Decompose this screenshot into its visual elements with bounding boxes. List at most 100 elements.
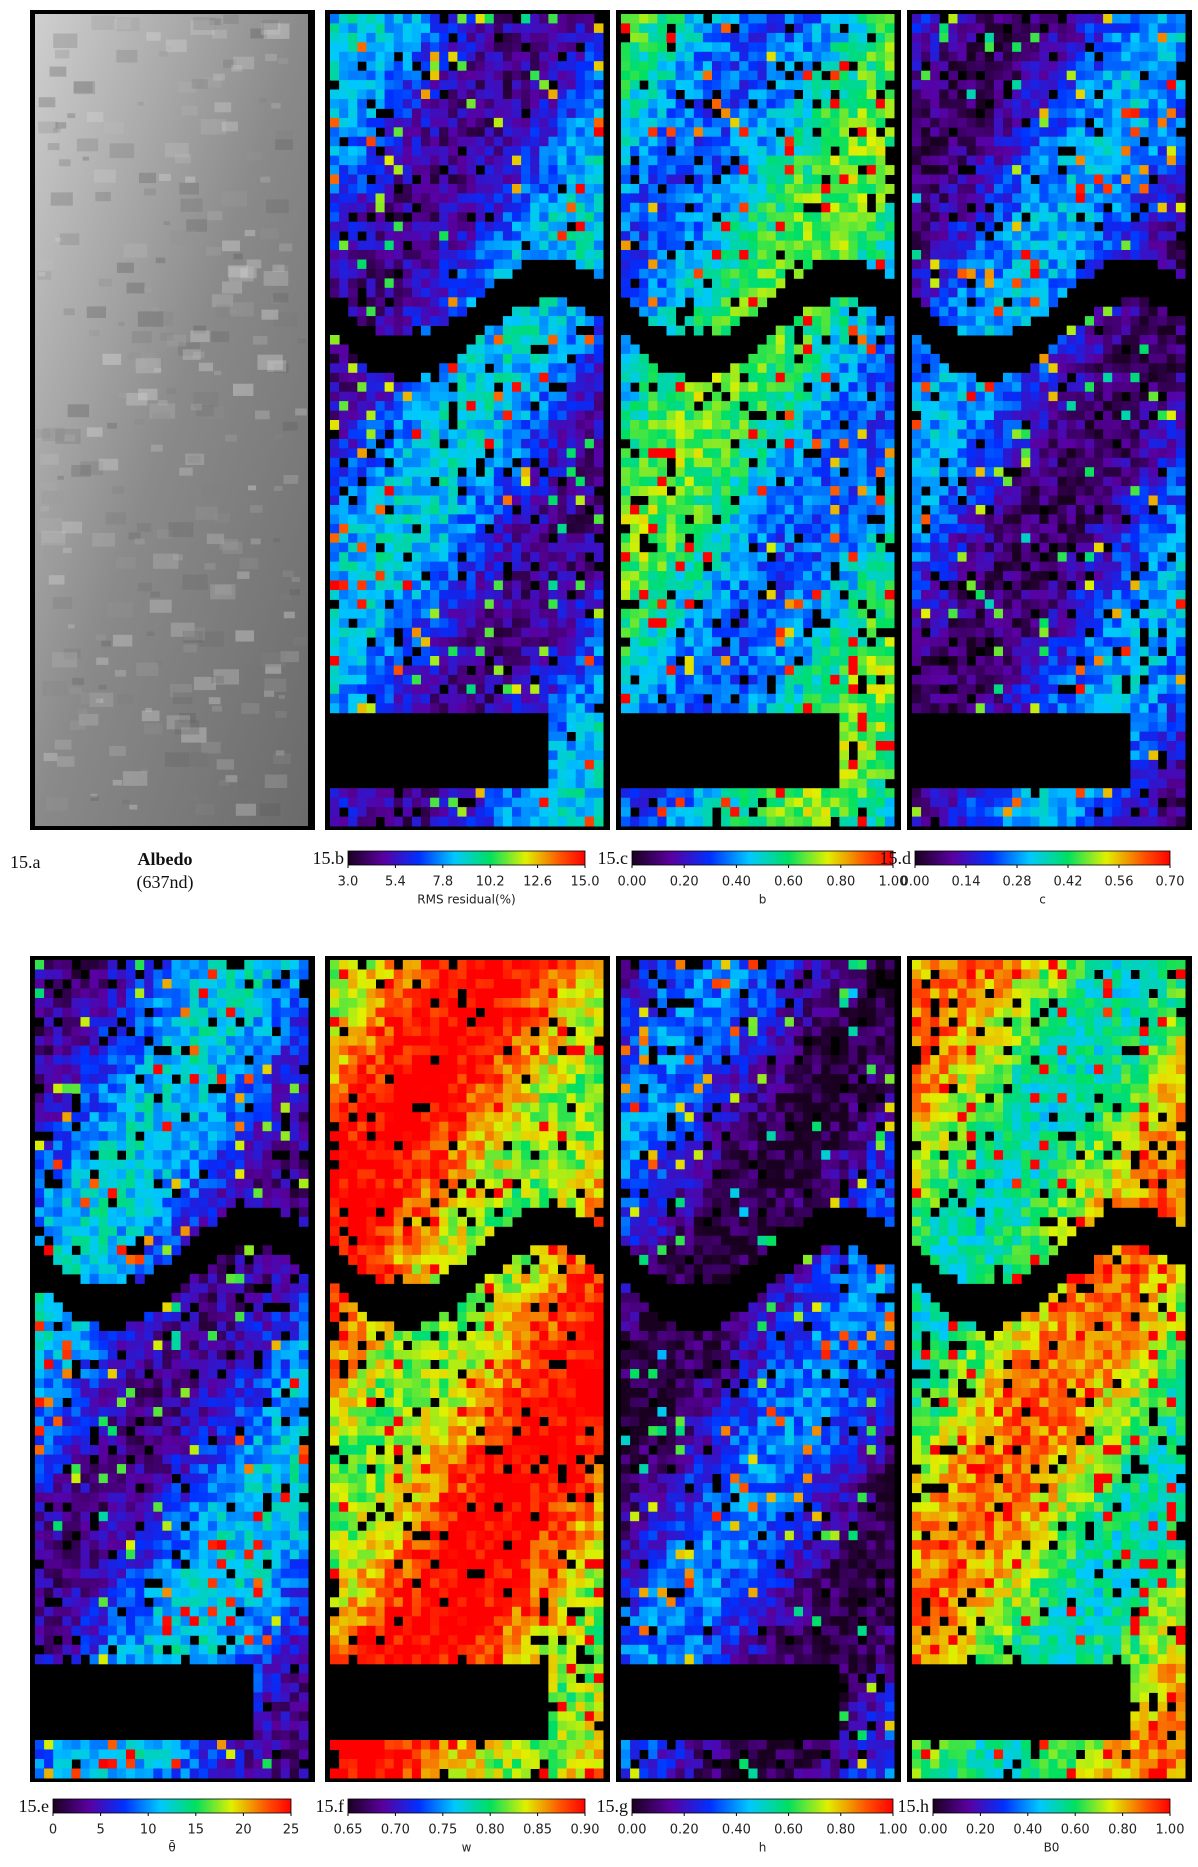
map-cell xyxy=(776,269,786,279)
map-cell xyxy=(739,486,749,496)
map-cell xyxy=(585,514,595,524)
map-cell xyxy=(639,505,649,515)
map-cell xyxy=(776,571,786,581)
albedo-texture xyxy=(266,199,289,213)
map-cell xyxy=(839,71,849,81)
map-cell xyxy=(385,137,395,147)
map-cell xyxy=(730,420,740,430)
map-cell xyxy=(412,656,422,666)
map-cell xyxy=(621,61,631,71)
map-cell xyxy=(876,354,886,364)
map-cell xyxy=(548,193,558,203)
map-cell xyxy=(876,779,886,789)
map-cell xyxy=(567,61,577,71)
map-cell xyxy=(467,193,477,203)
map-cell xyxy=(794,798,804,808)
albedo-texture xyxy=(241,703,259,714)
map-cell xyxy=(348,448,358,458)
map-cell xyxy=(585,108,595,118)
map-cell xyxy=(476,694,486,704)
albedo-texture xyxy=(127,283,145,294)
map-cell xyxy=(657,373,667,383)
map-cell xyxy=(567,675,577,685)
map-cell xyxy=(703,90,713,100)
map-cell xyxy=(839,543,849,553)
albedo-texture xyxy=(122,800,129,804)
map-cell xyxy=(803,156,813,166)
map-cell xyxy=(476,241,486,251)
map-cell xyxy=(849,99,859,109)
map-cell xyxy=(1067,71,1077,81)
map-cell xyxy=(485,127,495,137)
map-cell xyxy=(521,118,531,128)
map-cell xyxy=(676,590,686,600)
albedo-texture xyxy=(284,612,295,619)
map-cell xyxy=(485,345,495,355)
map-cell xyxy=(648,71,658,81)
map-cell xyxy=(803,477,813,487)
map-cell xyxy=(630,420,640,430)
map-cell xyxy=(548,477,558,487)
map-cell xyxy=(385,127,395,137)
map-cell xyxy=(594,71,604,81)
map-cell xyxy=(830,637,840,647)
map-cell xyxy=(685,628,695,638)
map-cell xyxy=(785,373,795,383)
albedo-texture xyxy=(271,103,280,109)
map-cell xyxy=(539,203,549,213)
map-cell xyxy=(376,798,386,808)
map-cell xyxy=(839,533,849,543)
map-cell xyxy=(648,429,658,439)
map-cell xyxy=(639,382,649,392)
map-cell xyxy=(830,23,840,33)
map-cell xyxy=(739,439,749,449)
map-cell xyxy=(448,496,458,506)
map-cell xyxy=(512,99,522,109)
map-cell xyxy=(730,222,740,232)
map-cell xyxy=(785,684,795,694)
map-cell xyxy=(812,373,822,383)
map-cell xyxy=(567,52,577,62)
map-cell xyxy=(812,33,822,43)
map-cell xyxy=(785,543,795,553)
map-cell xyxy=(539,684,549,694)
map-cell xyxy=(648,609,658,619)
map-cell xyxy=(576,741,586,751)
map-cell xyxy=(939,90,949,100)
map-cell xyxy=(785,354,795,364)
map-cell xyxy=(785,61,795,71)
map-cell xyxy=(385,411,395,421)
map-cell xyxy=(839,448,849,458)
map-cell xyxy=(885,647,895,657)
map-cell xyxy=(676,250,686,260)
map-cell xyxy=(876,222,886,232)
map-cell xyxy=(412,118,422,128)
map-cell xyxy=(885,496,895,506)
map-cell xyxy=(1149,52,1159,62)
map-cell xyxy=(694,231,704,241)
map-cell xyxy=(567,175,577,185)
map-cell xyxy=(657,637,667,647)
map-cell xyxy=(1121,156,1131,166)
map-cell xyxy=(1012,137,1022,147)
map-cell xyxy=(439,23,449,33)
map-cell xyxy=(567,108,577,118)
map-cell xyxy=(712,156,722,166)
map-cell xyxy=(503,590,513,600)
map-cell xyxy=(457,80,467,90)
map-cell xyxy=(503,798,513,808)
map-cell xyxy=(748,222,758,232)
map-cell xyxy=(630,505,640,515)
map-cell xyxy=(830,429,840,439)
map-cell xyxy=(430,656,440,666)
map-cell xyxy=(639,448,649,458)
map-cell xyxy=(621,429,631,439)
map-cell xyxy=(558,222,568,232)
map-cell xyxy=(1121,71,1131,81)
map-cell xyxy=(712,439,722,449)
map-cell xyxy=(858,231,868,241)
map-cell xyxy=(994,99,1004,109)
map-cell xyxy=(521,571,531,581)
map-cell xyxy=(1030,52,1040,62)
map-cell xyxy=(348,33,358,43)
